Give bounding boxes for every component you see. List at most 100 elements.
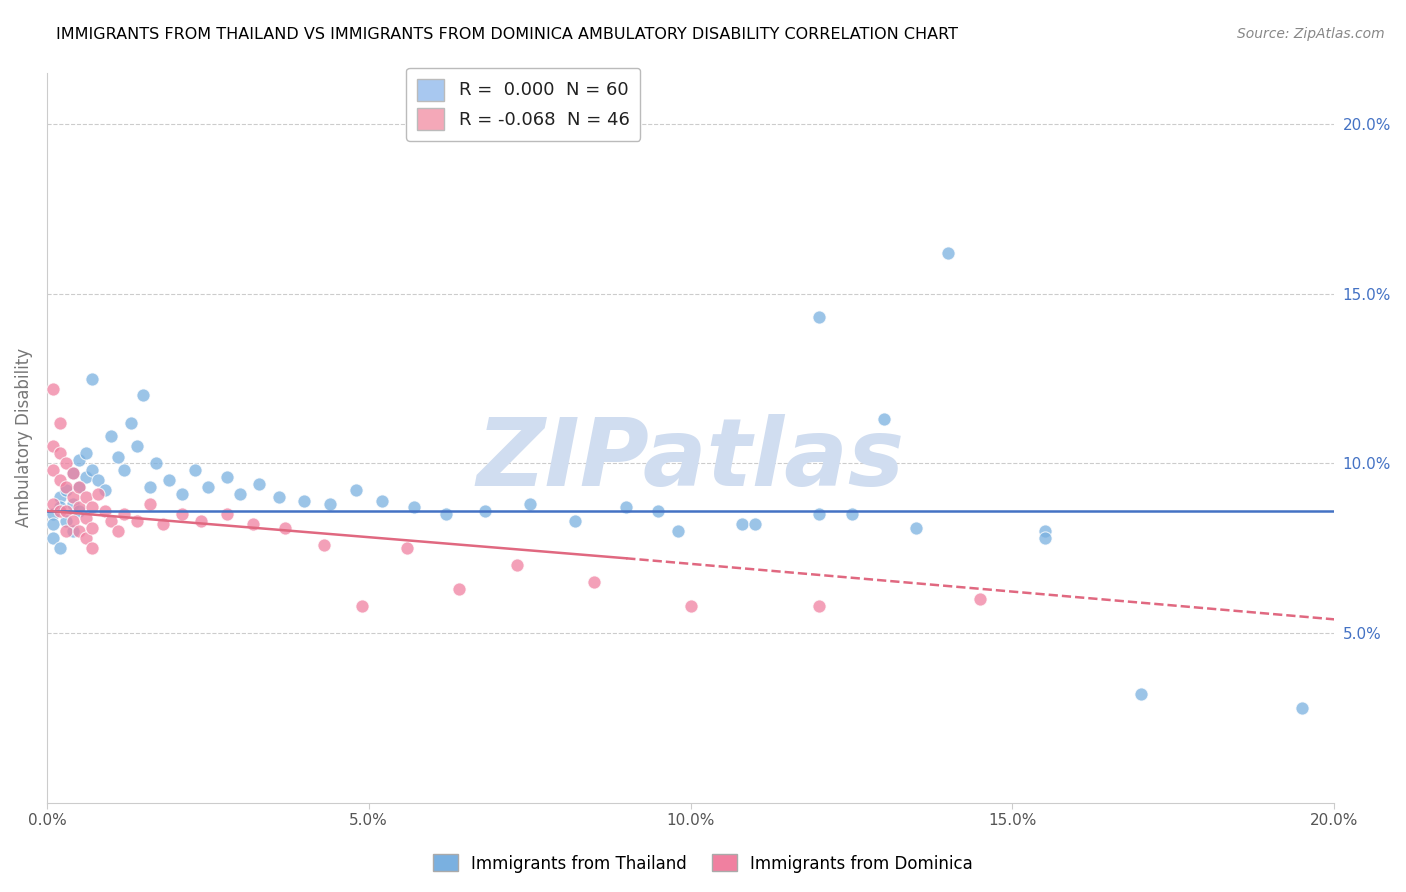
Point xyxy=(217,470,239,484)
Point xyxy=(267,490,290,504)
Point xyxy=(614,500,637,515)
Point xyxy=(87,487,110,501)
Point xyxy=(434,507,457,521)
Point xyxy=(312,538,335,552)
Point xyxy=(107,524,129,538)
Text: Source: ZipAtlas.com: Source: ZipAtlas.com xyxy=(1237,27,1385,41)
Point xyxy=(100,514,122,528)
Point xyxy=(170,507,193,521)
Point xyxy=(67,500,90,515)
Point xyxy=(42,531,65,545)
Point xyxy=(80,541,103,555)
Point xyxy=(190,514,212,528)
Point xyxy=(447,582,470,596)
Point xyxy=(1033,524,1056,538)
Point xyxy=(75,490,97,504)
Point xyxy=(62,514,84,528)
Point xyxy=(75,510,97,524)
Point xyxy=(319,497,342,511)
Point xyxy=(274,521,297,535)
Legend: Immigrants from Thailand, Immigrants from Dominica: Immigrants from Thailand, Immigrants fro… xyxy=(426,847,980,880)
Text: IMMIGRANTS FROM THAILAND VS IMMIGRANTS FROM DOMINICA AMBULATORY DISABILITY CORRE: IMMIGRANTS FROM THAILAND VS IMMIGRANTS F… xyxy=(56,27,959,42)
Point xyxy=(49,541,72,555)
Point xyxy=(1291,700,1313,714)
Point xyxy=(904,521,927,535)
Point xyxy=(112,507,135,521)
Point xyxy=(969,592,991,607)
Point xyxy=(139,497,162,511)
Point xyxy=(94,483,117,498)
Point xyxy=(370,493,392,508)
Point xyxy=(1033,531,1056,545)
Point xyxy=(112,463,135,477)
Point xyxy=(49,446,72,460)
Point xyxy=(157,473,180,487)
Point xyxy=(42,463,65,477)
Point xyxy=(402,500,425,515)
Point xyxy=(873,412,896,426)
Point xyxy=(242,517,264,532)
Point xyxy=(55,456,77,470)
Point xyxy=(62,467,84,481)
Point xyxy=(197,480,219,494)
Point xyxy=(679,599,702,613)
Point xyxy=(80,371,103,385)
Point xyxy=(42,382,65,396)
Point xyxy=(145,456,167,470)
Y-axis label: Ambulatory Disability: Ambulatory Disability xyxy=(15,348,32,527)
Point xyxy=(808,310,831,325)
Point xyxy=(139,480,162,494)
Point xyxy=(80,521,103,535)
Point xyxy=(67,480,90,494)
Point xyxy=(247,476,270,491)
Point xyxy=(229,487,252,501)
Point xyxy=(184,463,207,477)
Point xyxy=(731,517,754,532)
Point xyxy=(808,599,831,613)
Point xyxy=(125,439,148,453)
Point xyxy=(125,514,148,528)
Point xyxy=(87,473,110,487)
Text: ZIPatlas: ZIPatlas xyxy=(477,414,904,506)
Point xyxy=(67,504,90,518)
Point xyxy=(396,541,419,555)
Point xyxy=(55,480,77,494)
Point xyxy=(583,575,606,590)
Point xyxy=(49,416,72,430)
Legend: R =  0.000  N = 60, R = -0.068  N = 46: R = 0.000 N = 60, R = -0.068 N = 46 xyxy=(406,68,640,141)
Point xyxy=(62,467,84,481)
Point xyxy=(67,480,90,494)
Point xyxy=(647,504,669,518)
Point xyxy=(352,599,374,613)
Point xyxy=(42,517,65,532)
Point xyxy=(75,470,97,484)
Point xyxy=(132,388,155,402)
Point xyxy=(67,453,90,467)
Point xyxy=(42,439,65,453)
Point xyxy=(666,524,689,538)
Point xyxy=(1130,687,1153,701)
Point xyxy=(42,497,65,511)
Point xyxy=(519,497,541,511)
Point xyxy=(94,504,117,518)
Point xyxy=(344,483,367,498)
Point xyxy=(474,504,496,518)
Point xyxy=(42,507,65,521)
Point xyxy=(152,517,174,532)
Point xyxy=(49,504,72,518)
Point xyxy=(55,524,77,538)
Point xyxy=(62,490,84,504)
Point xyxy=(564,514,586,528)
Point xyxy=(49,490,72,504)
Point xyxy=(80,463,103,477)
Point xyxy=(808,507,831,521)
Point xyxy=(80,500,103,515)
Point xyxy=(55,483,77,498)
Point xyxy=(62,497,84,511)
Point xyxy=(217,507,239,521)
Point xyxy=(506,558,529,572)
Point xyxy=(744,517,766,532)
Point xyxy=(107,450,129,464)
Point xyxy=(841,507,863,521)
Point xyxy=(100,429,122,443)
